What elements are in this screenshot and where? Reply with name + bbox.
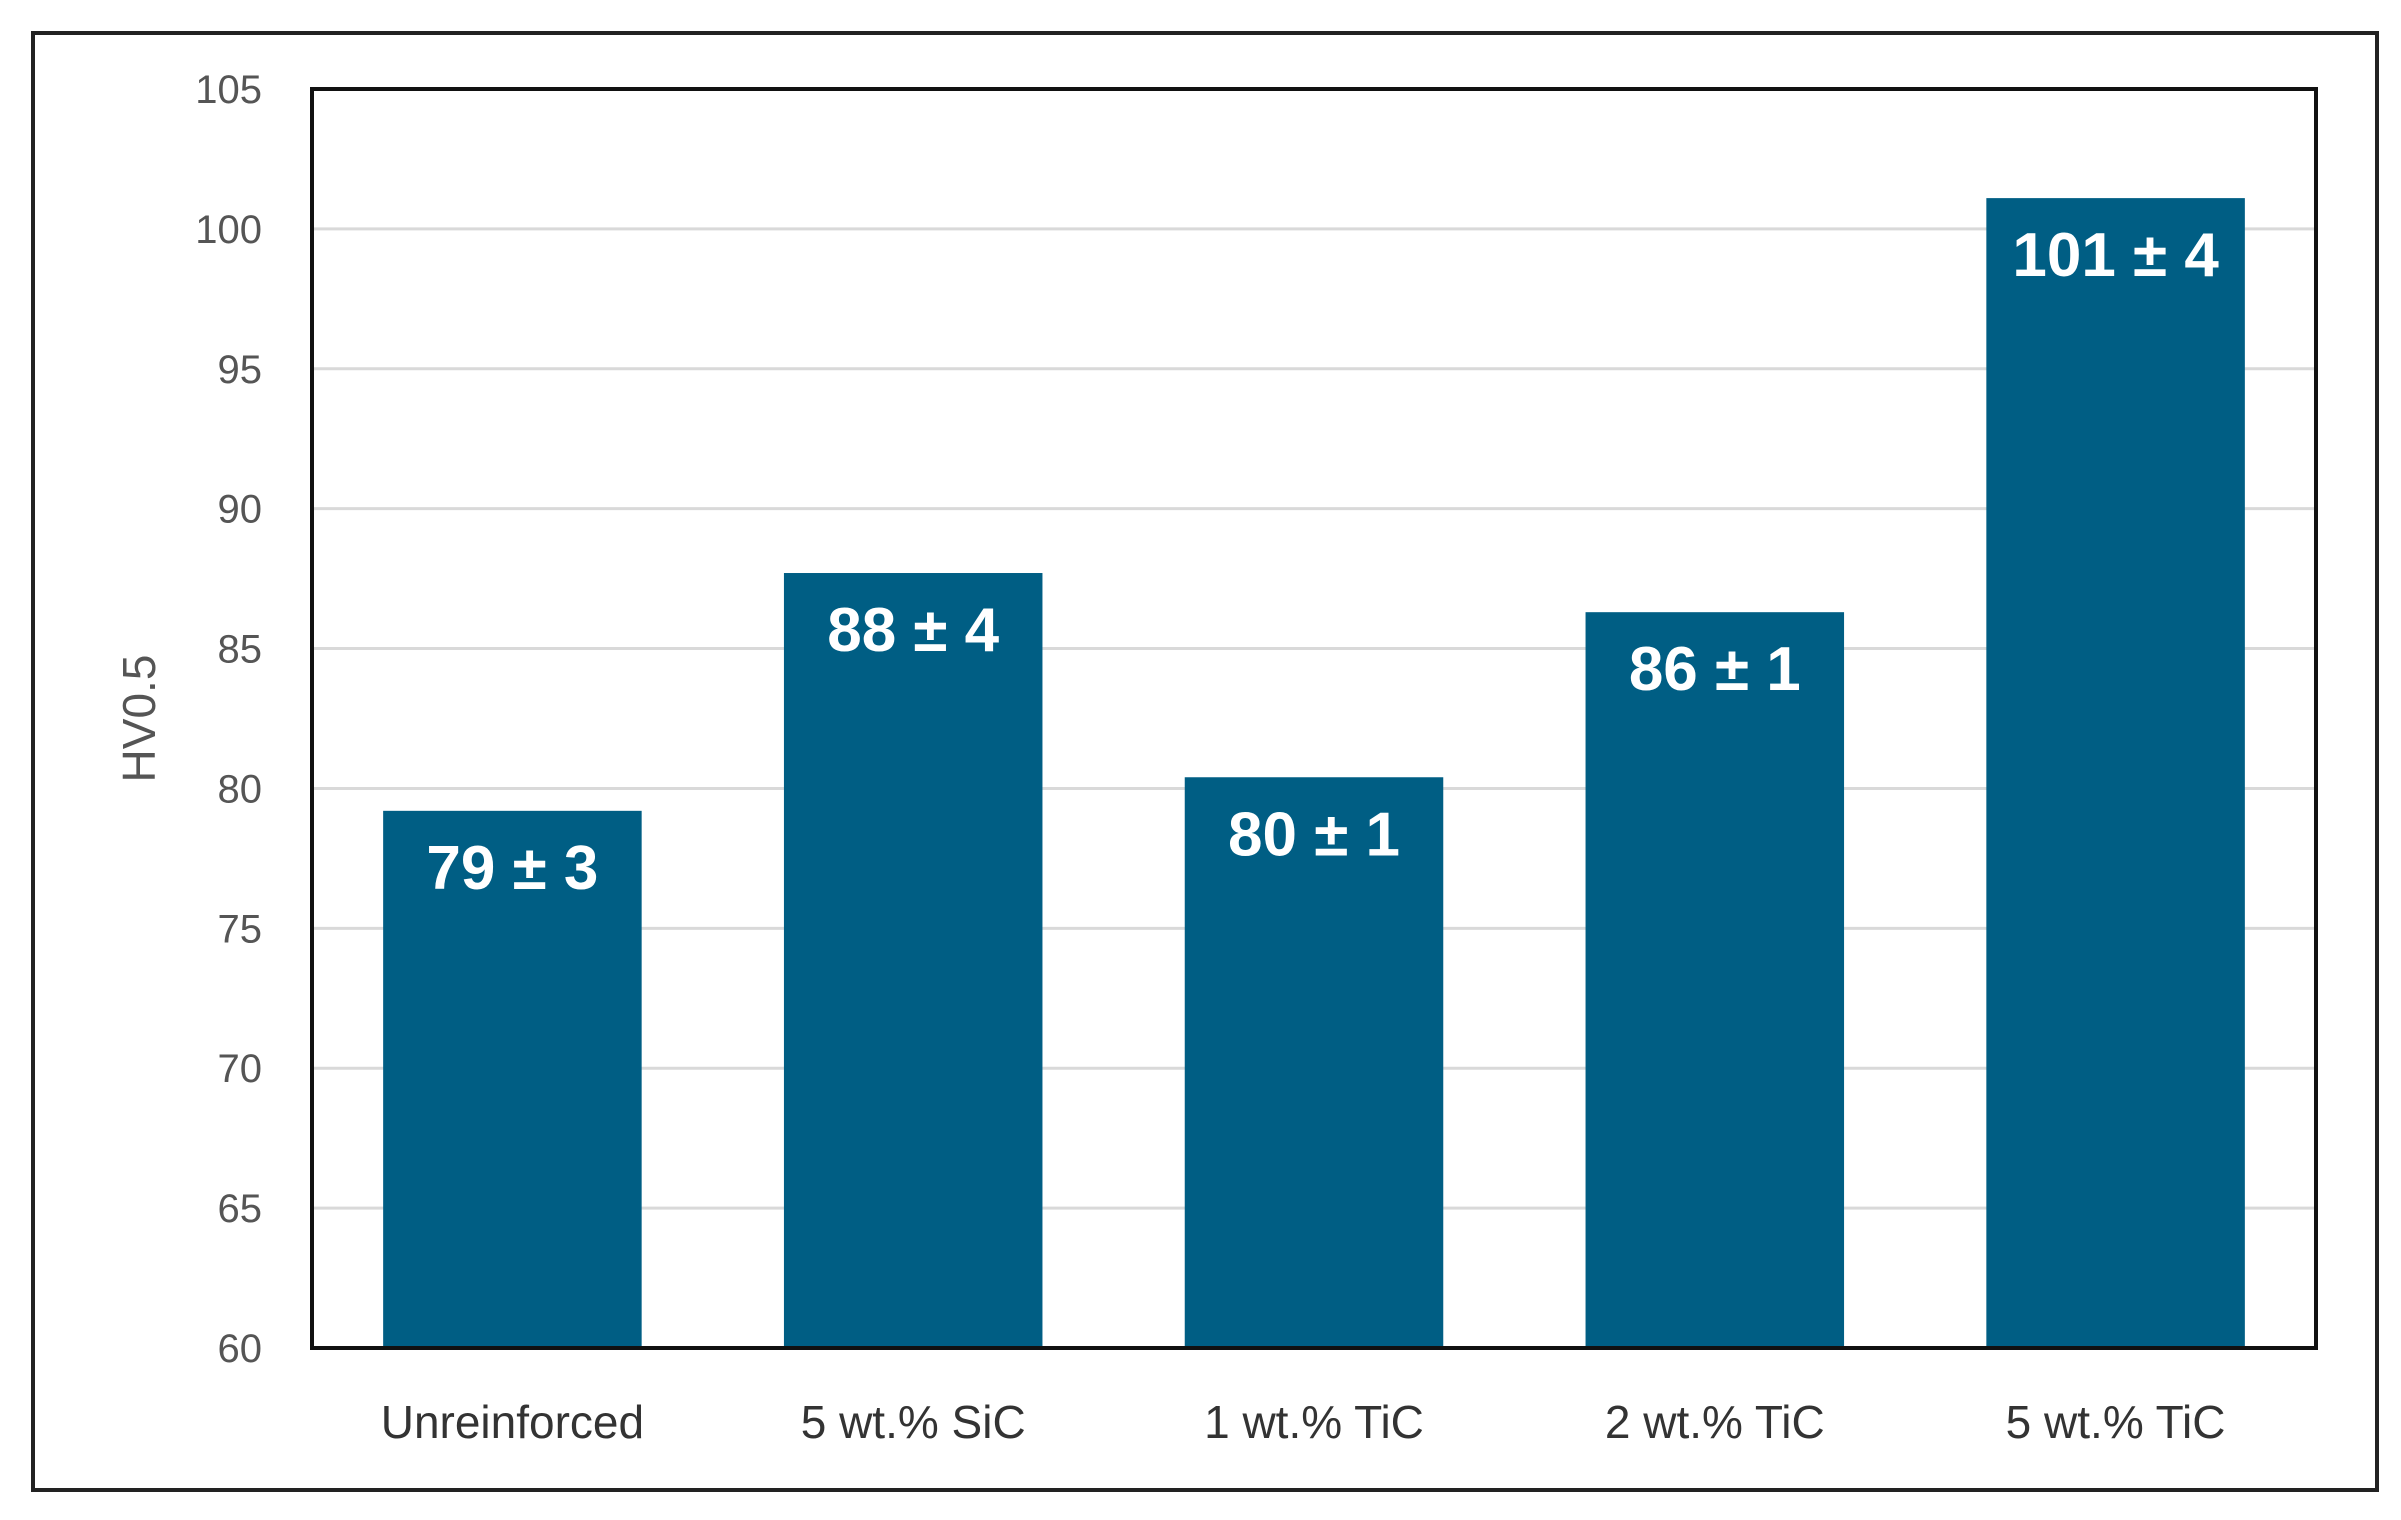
x-category-label: 5 wt.% SiC: [801, 1396, 1026, 1448]
x-axis-labels: Unreinforced 5 wt.% SiC 1 wt.% TiC 2 wt.% T…: [381, 1396, 2226, 1448]
x-category-label: 5 wt.% TiC: [2006, 1396, 2226, 1448]
y-tick-label: 65: [218, 1187, 263, 1231]
bar: [1986, 198, 2245, 1349]
bar-value-label: 86 ± 1: [1629, 635, 1801, 704]
bar-value-label: 101 ± 4: [2012, 221, 2219, 290]
y-tick-label: 95: [218, 348, 263, 392]
bar: [1184, 777, 1444, 1348]
y-tick-label: 60: [218, 1327, 263, 1371]
y-tick-label: 85: [218, 628, 263, 672]
x-category-label: 1 wt.% TiC: [1204, 1396, 1424, 1448]
bar-value-label: 79 ± 3: [426, 834, 598, 903]
y-tick-label: 75: [218, 907, 263, 951]
bar-value-label: 80 ± 1: [1228, 800, 1400, 869]
y-tick-label: 100: [195, 208, 262, 252]
bar-value-label: 88 ± 4: [827, 596, 999, 665]
y-tick-label: 70: [218, 1047, 263, 1091]
y-tick-label: 90: [218, 488, 263, 532]
plot-area-border: [310, 87, 2318, 1350]
y-tick-label: 105: [195, 68, 262, 112]
bar: [383, 810, 642, 1348]
grid-lines: [312, 227, 2316, 1210]
data-labels: 79 ± 3 88 ± 4 80 ± 1 86 ± 1 101 ± 4: [426, 221, 2219, 903]
x-category-label: Unreinforced: [381, 1396, 644, 1448]
bar: [1585, 612, 1845, 1348]
y-axis-ticks: 60 65 70 75 80 85 90 95 100 105: [195, 68, 262, 1371]
bars: [383, 198, 2245, 1349]
x-category-label: 2 wt.% TiC: [1605, 1396, 1825, 1448]
y-axis-title: HV0.5: [113, 655, 165, 783]
bar: [783, 573, 1043, 1348]
y-tick-label: 80: [218, 767, 263, 811]
